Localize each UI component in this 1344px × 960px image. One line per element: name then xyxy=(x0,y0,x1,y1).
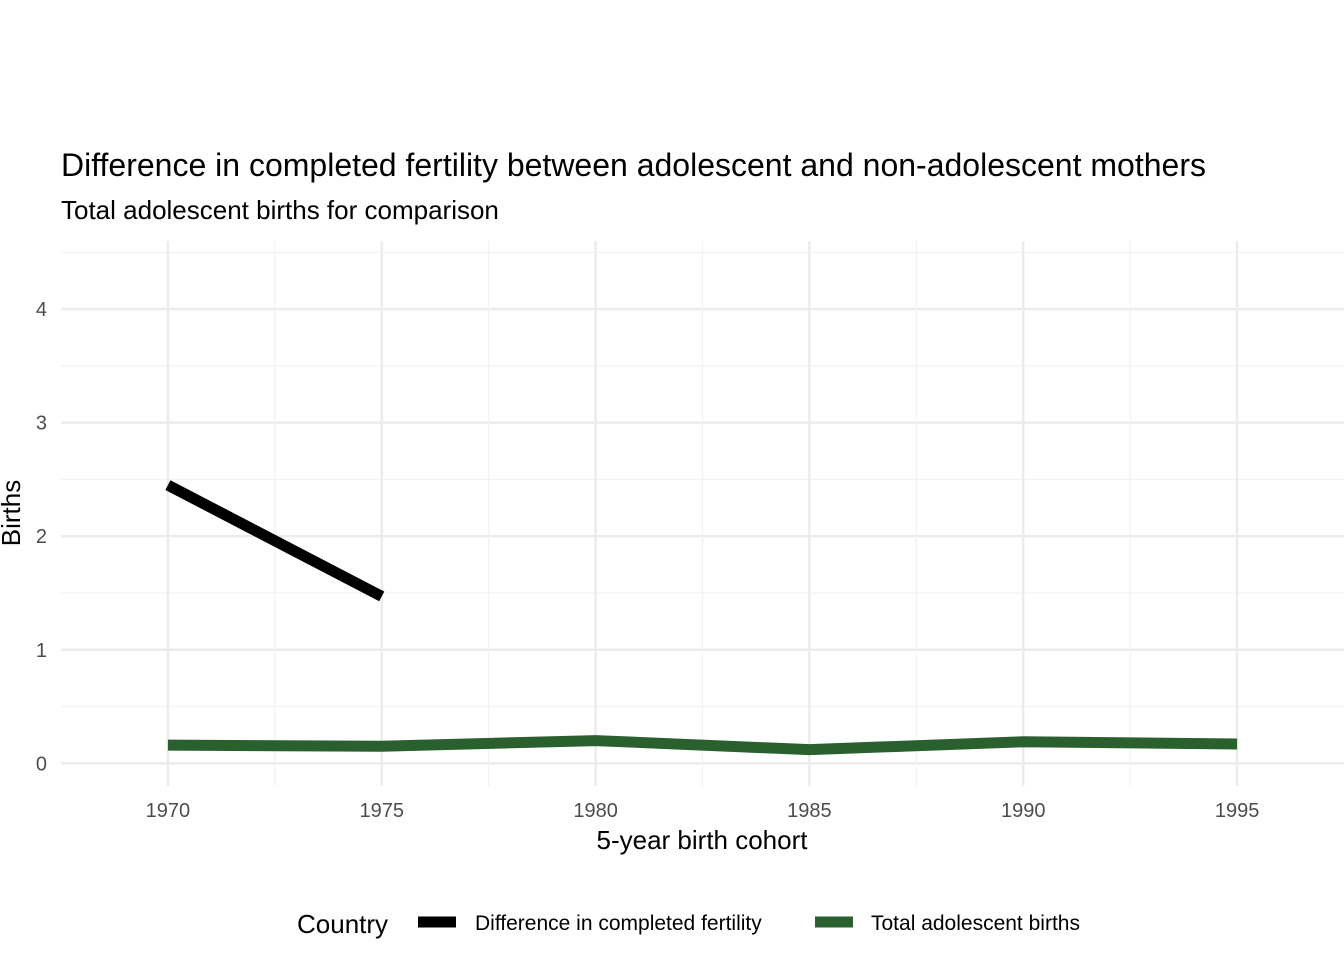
legend-label-difference: Difference in completed fertility xyxy=(475,912,762,935)
x-tick-label: 1990 xyxy=(1001,800,1046,822)
legend-title: Country xyxy=(297,909,388,939)
series-line-difference xyxy=(165,480,385,602)
y-axis-label: Births xyxy=(0,480,26,546)
x-tick-label: 1985 xyxy=(787,800,832,822)
legend-label-total: Total adolescent births xyxy=(871,912,1080,935)
chart-title: Difference in completed fertility betwee… xyxy=(61,147,1206,183)
x-axis-label: 5-year birth cohort xyxy=(597,825,809,855)
y-tick-label: 1 xyxy=(36,640,47,662)
x-tick-label: 1975 xyxy=(360,800,405,822)
chart-subtitle: Total adolescent births for comparison xyxy=(61,195,499,225)
legend: Country Difference in completed fertilit… xyxy=(297,909,1080,939)
y-tick-label: 4 xyxy=(36,299,47,321)
series-lines xyxy=(165,480,1238,756)
grid xyxy=(61,241,1344,786)
x-tick-label: 1970 xyxy=(146,800,191,822)
series-line-total xyxy=(167,735,1238,756)
x-tick-label: 1995 xyxy=(1215,800,1260,822)
y-axis-ticks: 0 1 2 3 4 xyxy=(36,299,47,775)
x-axis-ticks: 1970 1975 1980 1985 1990 1995 xyxy=(146,800,1260,822)
x-tick-label: 1980 xyxy=(573,800,618,822)
y-tick-label: 3 xyxy=(36,413,47,435)
y-tick-label: 0 xyxy=(36,753,47,775)
y-tick-label: 2 xyxy=(36,526,47,548)
